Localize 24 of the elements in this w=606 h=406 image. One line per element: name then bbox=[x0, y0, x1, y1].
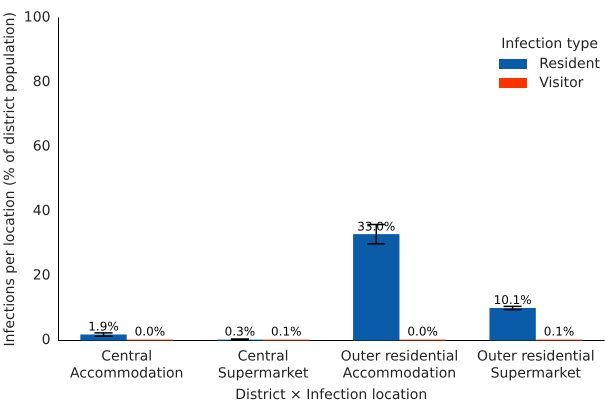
y-tick-label: 40 bbox=[32, 203, 51, 220]
y-tick-label: 80 bbox=[32, 74, 51, 90]
data-label: 0.1% bbox=[271, 324, 302, 339]
y-tick-label: 100 bbox=[24, 10, 51, 26]
legend-title: Infection type bbox=[500, 36, 600, 52]
bar bbox=[489, 308, 536, 341]
y-axis-title: Infections per location (% of district population) bbox=[2, 12, 18, 347]
x-tick-label: Outer residential Supermarket bbox=[476, 348, 595, 382]
y-tick-label: 60 bbox=[32, 138, 51, 155]
y-tick-label: 0 bbox=[42, 332, 51, 348]
x-tick-label: Central Accommodation bbox=[70, 348, 184, 382]
x-tick-label: Outer residential Accommodation bbox=[340, 348, 458, 382]
data-label: 0.0% bbox=[134, 324, 166, 339]
y-tick-label: 20 bbox=[32, 268, 51, 284]
data-label: 0.3% bbox=[224, 324, 256, 339]
data-label: 10.1% bbox=[494, 293, 532, 308]
x-tick-label: Central Supermarket bbox=[218, 348, 309, 382]
data-label: 0.0% bbox=[407, 324, 438, 339]
data-label: 0.1% bbox=[544, 324, 574, 339]
x-axis-title: District × Infection location bbox=[235, 387, 428, 404]
bar bbox=[353, 234, 400, 341]
legend-label: Visitor bbox=[539, 75, 584, 91]
legend-label: Resident bbox=[539, 56, 600, 72]
data-label: 1.9% bbox=[88, 320, 119, 334]
